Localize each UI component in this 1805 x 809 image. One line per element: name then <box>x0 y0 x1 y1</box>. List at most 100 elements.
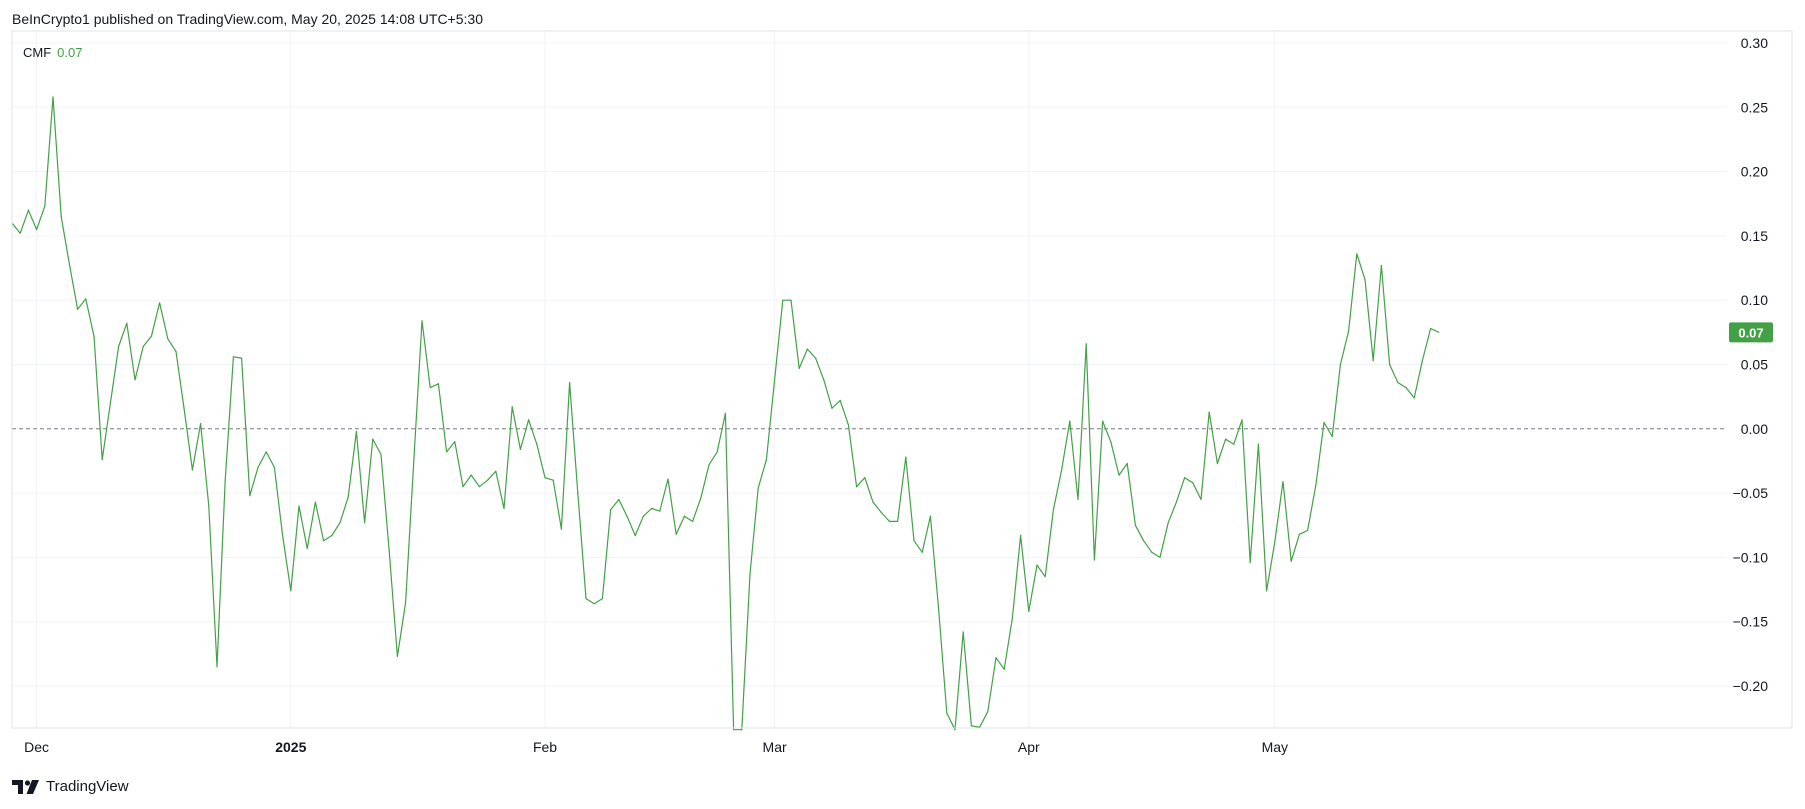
published-info: BeInCrypto1 published on TradingView.com… <box>12 11 483 27</box>
data-point <box>1052 509 1054 511</box>
data-point <box>897 520 899 523</box>
data-point <box>1438 331 1440 333</box>
y-tick-label: 0.20 <box>1741 164 1768 180</box>
data-point <box>806 348 809 350</box>
data-point <box>1118 474 1120 476</box>
data-point <box>618 498 620 501</box>
data-point <box>134 379 136 381</box>
chart-border <box>11 30 1793 729</box>
data-point <box>741 729 743 731</box>
data-point <box>528 419 530 421</box>
data-point <box>1257 443 1259 445</box>
data-point <box>831 407 833 409</box>
data-point <box>716 451 718 453</box>
data-point <box>962 631 964 633</box>
data-point <box>536 443 538 445</box>
data-point <box>1405 387 1407 389</box>
data-point <box>298 505 300 507</box>
data-point <box>1167 522 1169 524</box>
data-point <box>1110 441 1112 443</box>
data-point <box>273 466 275 468</box>
data-point <box>601 598 604 600</box>
footer-brand[interactable]: TradingView <box>12 778 129 795</box>
data-point <box>93 335 95 337</box>
data-point <box>200 423 202 425</box>
indicator-value: 0.07 <box>57 45 83 60</box>
data-point <box>101 459 103 461</box>
data-point <box>1307 529 1309 532</box>
data-point <box>150 335 152 337</box>
data-point <box>478 486 480 488</box>
data-point <box>1364 279 1366 281</box>
data-point <box>733 729 735 731</box>
data-point <box>470 474 472 476</box>
last-value-badge: 0.07 <box>1729 322 1773 343</box>
data-point <box>52 96 54 98</box>
data-point <box>413 460 415 462</box>
data-point <box>938 608 940 610</box>
data-point <box>995 657 997 659</box>
data-point <box>651 507 653 510</box>
data-point <box>1077 498 1079 501</box>
data-point <box>1085 343 1087 345</box>
data-point <box>487 479 489 481</box>
data-point <box>36 228 38 231</box>
data-point <box>232 356 234 358</box>
data-point <box>1274 541 1276 543</box>
data-point <box>905 456 907 458</box>
data-point <box>314 501 316 503</box>
data-point <box>856 486 858 488</box>
data-point <box>1282 480 1284 483</box>
data-point <box>954 729 956 731</box>
data-point <box>880 511 882 513</box>
data-point <box>1225 438 1227 440</box>
data-point <box>1389 363 1391 366</box>
indicator-legend[interactable]: CMF 0.07 <box>23 45 82 60</box>
tradingview-logo-icon <box>12 779 39 794</box>
data-point <box>323 540 325 542</box>
data-point <box>569 381 571 384</box>
x-tick-label: Apr <box>1018 739 1040 755</box>
data-point <box>339 522 341 524</box>
x-tick-label: Feb <box>533 739 557 755</box>
data-point <box>257 466 259 468</box>
data-point <box>847 424 850 426</box>
data-point <box>511 406 513 408</box>
data-point <box>265 451 267 453</box>
data-point <box>44 205 46 207</box>
series-points <box>11 96 1440 731</box>
data-point <box>683 515 686 517</box>
x-tick-label: May <box>1262 739 1288 755</box>
brand-name: TradingView <box>46 778 129 795</box>
data-point <box>1298 533 1300 535</box>
data-point <box>462 486 464 488</box>
data-point <box>241 357 243 359</box>
data-point <box>27 209 29 211</box>
data-point <box>610 509 612 511</box>
data-point <box>1028 610 1030 613</box>
data-point <box>1290 560 1292 562</box>
data-point <box>1315 484 1317 486</box>
grid-lines <box>12 31 1727 728</box>
data-point <box>839 399 841 402</box>
cmf-chart[interactable]: 0.30 0.25 0.20 0.15 0.10 0.05 0.00 −0.05 −0.10 −0… <box>0 0 1805 770</box>
data-point <box>355 430 357 432</box>
last-value-label: 0.07 <box>1738 325 1763 340</box>
data-point <box>708 464 710 466</box>
data-point <box>429 387 431 389</box>
data-point <box>1143 540 1145 542</box>
data-point <box>790 299 792 301</box>
y-tick-label: −0.20 <box>1733 678 1769 694</box>
data-point <box>1421 360 1423 362</box>
data-point <box>888 520 891 523</box>
data-point <box>1020 534 1022 537</box>
y-tick-label: −0.15 <box>1733 614 1769 630</box>
data-point <box>1397 381 1399 384</box>
data-point <box>765 459 768 461</box>
y-tick-label: 0.25 <box>1741 99 1768 115</box>
y-tick-label: −0.05 <box>1733 485 1769 501</box>
data-point <box>282 534 284 537</box>
x-tick-label: Mar <box>763 739 787 755</box>
data-point <box>159 302 161 304</box>
data-point <box>1093 559 1095 561</box>
